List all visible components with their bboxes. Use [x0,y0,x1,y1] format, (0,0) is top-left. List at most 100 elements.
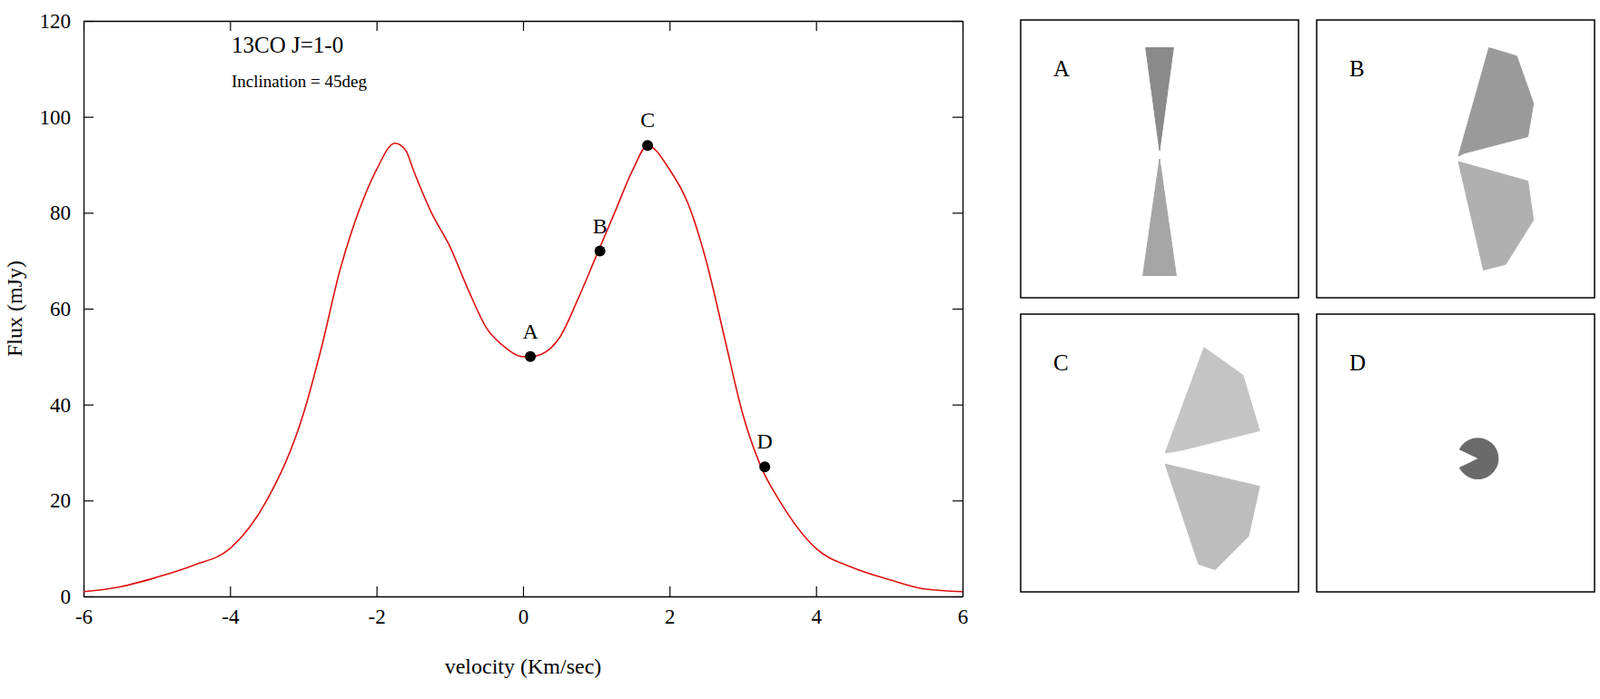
axis-line [962,21,964,598]
point-marker [759,461,771,473]
tick [952,500,963,502]
tick: 0 [60,585,95,609]
tick-mark [229,20,231,31]
point-label: B [592,214,608,238]
y-axis-title: Flux (mJy) [2,260,27,357]
flux-line [83,143,963,593]
tick-mark [952,212,963,214]
title: 13CO J=1-0 [231,32,344,58]
chart: -6-4-20246020406080100120ABCD13CO J=1-0I… [0,0,1600,699]
emission-shape [1165,464,1260,570]
tick-label: 2 [664,605,676,629]
tick [952,20,963,22]
image-panel: A [1020,19,1299,298]
panel-label: D [1349,350,1366,376]
panel-frame [1020,19,1299,298]
tick-label: 80 [49,201,71,225]
tick-mark [952,500,963,502]
tick-mark [523,20,524,31]
tick [952,596,963,598]
image-panel: B [1316,19,1595,298]
tick-mark [83,404,94,406]
tick: -4 [221,586,240,629]
panel-label: B [1349,56,1365,81]
tick [523,20,524,31]
tick: 60 [49,297,94,321]
emission-shape [1459,437,1500,480]
tick-mark [952,308,963,310]
tick-mark [816,586,818,597]
image-panel: C [1020,314,1299,593]
tick [952,308,963,310]
point-label: C [640,108,655,132]
panel-frame [1316,314,1595,593]
emission-shape [1458,48,1534,157]
axis [84,20,964,31]
tick-mark [83,20,94,22]
tick-label: 60 [49,297,71,321]
image-panel: D [1316,314,1595,593]
panel-frame [1020,314,1299,593]
plot-area [83,139,963,592]
tick-mark [376,20,378,31]
tick [229,20,231,31]
tick [376,20,378,31]
tick-label: -6 [75,605,93,629]
point-marker [524,351,536,363]
tick-label: 120 [39,9,72,33]
tick-label: 20 [49,489,71,513]
axis-line [84,596,964,598]
tick-label: 100 [39,106,72,129]
tick [952,404,963,406]
tick-mark [952,20,963,22]
subtitle: Inclination = 45deg [231,71,367,91]
tick-mark [83,596,94,598]
tick-label: 4 [810,605,822,629]
tick-mark [83,212,94,214]
tick-mark [523,586,524,597]
tick-mark [83,500,94,502]
tick-label: 0 [60,585,72,609]
emission-shape [1145,48,1175,151]
tick-mark [83,117,94,119]
point-label: A [522,319,539,344]
tick: 100 [39,106,95,129]
tick: 20 [49,489,94,513]
tick: -2 [368,586,386,629]
tick-mark [229,586,231,597]
tick [952,212,963,214]
point-marker [641,139,653,151]
tick-mark [952,117,963,119]
tick-label: -2 [368,605,386,629]
point-label: D [757,429,773,454]
tick: 4 [810,586,822,629]
tick: 80 [49,201,94,225]
tick [816,20,818,31]
tick: 40 [49,394,94,417]
axis: 0 20 40 60 80 100 120 [39,9,95,609]
tick-mark [669,586,671,597]
tick: 2 [664,586,676,629]
tick: 0 [518,586,530,629]
tick-label: -4 [221,605,240,629]
tick: 120 [39,9,95,33]
tick-label: 6 [958,605,969,629]
panel-label: A [1053,56,1070,81]
tick-mark [376,586,378,597]
panel-frame [1316,19,1595,298]
tick-mark [669,20,671,31]
emission-shape [1458,161,1534,270]
tick-label: 0 [518,605,530,629]
x-axis-title: velocity (Km/sec) [444,654,603,679]
tick-mark [952,404,963,406]
emission-shape [1165,347,1260,454]
emission-shape [1143,158,1177,277]
tick [669,20,671,31]
tick-label: 40 [49,394,71,417]
tick-mark [83,308,94,310]
panel-label: C [1053,350,1069,376]
tick [952,117,963,119]
tick-mark [952,596,963,598]
axis: -6 -4 -2 0 2 4 6 [75,586,968,629]
axis [952,21,964,598]
